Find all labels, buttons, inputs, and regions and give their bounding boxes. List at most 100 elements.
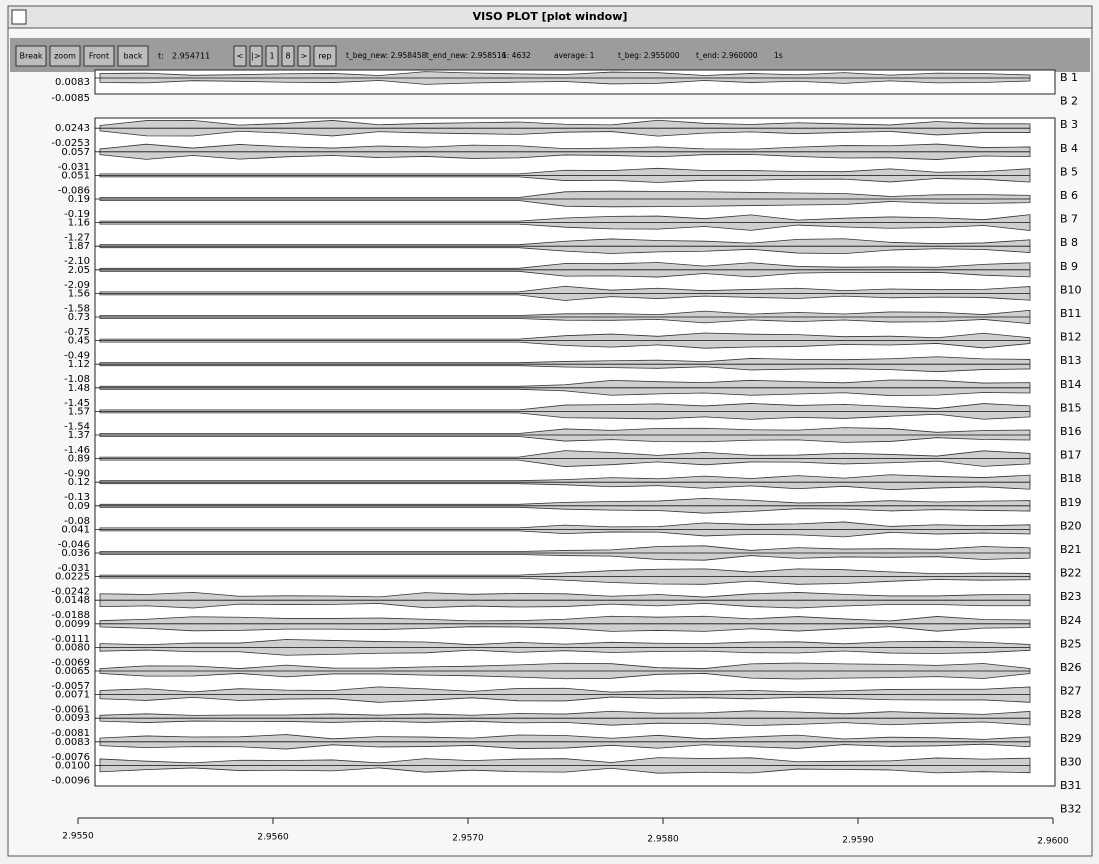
y-range-label: 0.057 — [61, 147, 90, 158]
y-range-label: 2.05 — [68, 265, 90, 276]
channel-label: B14 — [1060, 378, 1082, 391]
toolbar-button[interactable] — [233, 45, 247, 67]
toolbar-button[interactable] — [297, 45, 311, 67]
toolbar-button-label: 1 — [269, 52, 274, 61]
y-range-label: 0.45 — [68, 336, 90, 347]
toolbar-button-label: 8 — [285, 52, 290, 61]
y-range-label: 0.0099 — [55, 619, 90, 630]
x-tick-label: 2.9550 — [62, 832, 94, 842]
y-range-label: -0.0188 — [51, 610, 90, 621]
y-range-label: -0.0085 — [51, 93, 90, 104]
toolbar-button-label: < — [237, 52, 244, 61]
channel-label: B18 — [1060, 472, 1082, 485]
time-label: t: — [158, 52, 164, 61]
y-range-label: -1.45 — [64, 398, 90, 409]
readout: 1s — [774, 51, 783, 60]
y-range-label: -2.10 — [64, 256, 90, 267]
y-range-label: -0.0081 — [51, 728, 90, 739]
y-range-label: -2.09 — [64, 280, 90, 291]
y-range-label: 0.036 — [61, 548, 90, 559]
y-range-label: -0.086 — [58, 185, 90, 196]
y-range-label: -0.49 — [64, 351, 90, 362]
y-range-label: 1.16 — [68, 218, 90, 229]
channel-label: B 7 — [1060, 213, 1078, 226]
y-range-label: 0.73 — [68, 312, 90, 323]
y-range-label: -0.75 — [64, 327, 90, 338]
y-range-label: 1.48 — [68, 383, 90, 394]
y-range-label: 0.0065 — [55, 666, 90, 677]
y-range-label: 0.0243 — [55, 123, 90, 134]
window-menu-button[interactable] — [11, 9, 27, 25]
y-range-label: 0.89 — [68, 454, 90, 465]
y-range-label: 1.12 — [68, 359, 90, 370]
toolbar-button-label: Front — [89, 52, 109, 61]
toolbar-button-label: > — [301, 52, 308, 61]
y-range-label: 0.0148 — [55, 595, 90, 606]
y-range-label: 0.051 — [61, 170, 90, 181]
channel-label: B20 — [1060, 519, 1082, 532]
readout: t_beg_new: 2.958458 — [346, 51, 427, 60]
toolbar-button[interactable] — [265, 45, 279, 67]
title-bar — [7, 5, 1093, 29]
y-range-label: -0.031 — [58, 162, 90, 173]
toolbar-button-label: rep — [318, 52, 331, 61]
y-range-label: -0.0061 — [51, 705, 90, 716]
channel-label: B23 — [1060, 590, 1082, 603]
y-range-label: -1.46 — [64, 445, 90, 456]
y-range-label: 0.0083 — [55, 737, 90, 748]
y-range-label: 0.0225 — [55, 572, 90, 583]
toolbar-button[interactable] — [83, 45, 115, 67]
readout: average: 1 — [554, 51, 595, 60]
toolbar-button-label: back — [123, 52, 142, 61]
channel-label: B 3 — [1060, 118, 1078, 131]
x-tick-label: 2.9590 — [842, 836, 874, 846]
channel-label: B32 — [1060, 803, 1082, 816]
y-range-label: -0.90 — [64, 469, 90, 480]
y-range-label: -1.58 — [64, 303, 90, 314]
y-range-label: -0.0111 — [51, 634, 90, 645]
readout: t_end: 2.960000 — [696, 51, 758, 60]
toolbar-button[interactable] — [313, 45, 337, 67]
channel-label: B30 — [1060, 755, 1082, 768]
y-range-label: 0.0083 — [55, 77, 90, 88]
toolbar-button[interactable] — [15, 45, 47, 67]
y-range-label: -0.19 — [64, 209, 90, 220]
channel-label: B 6 — [1060, 189, 1078, 202]
y-range-label: -1.54 — [64, 421, 90, 432]
y-range-label: 0.12 — [68, 477, 90, 488]
y-range-label: 0.09 — [68, 501, 90, 512]
y-range-label: -0.08 — [64, 516, 90, 527]
y-range-label: -0.13 — [64, 492, 90, 503]
y-range-label: -0.0253 — [51, 138, 90, 149]
toolbar-button[interactable] — [117, 45, 149, 67]
toolbar-button[interactable] — [49, 45, 81, 67]
channel-label: B13 — [1060, 354, 1082, 367]
y-range-label: -0.0076 — [51, 752, 90, 763]
y-range-label: -0.031 — [58, 563, 90, 574]
x-tick-label: 2.9560 — [257, 833, 289, 843]
y-range-label: 1.37 — [68, 430, 90, 441]
toolbar-button-label: zoom — [54, 52, 76, 61]
x-tick-label: 2.9600 — [1037, 837, 1069, 847]
toolbar — [10, 38, 1090, 72]
channel-label: B27 — [1060, 685, 1082, 698]
y-range-label: 0.0093 — [55, 713, 90, 724]
y-range-label: -0.0069 — [51, 657, 90, 668]
y-range-label: 1.87 — [68, 241, 90, 252]
channel-label: B25 — [1060, 637, 1082, 650]
channel-label: B21 — [1060, 543, 1082, 556]
y-range-label: 1.56 — [68, 288, 90, 299]
channel-label: B24 — [1060, 614, 1082, 627]
channel-label: B16 — [1060, 425, 1082, 438]
toolbar-button[interactable] — [249, 45, 263, 67]
toolbar-button-label: Break — [19, 52, 42, 61]
window-title: VISO PLOT [plot window] — [473, 10, 628, 23]
channel-label: B 8 — [1060, 236, 1078, 249]
y-range-label: 0.041 — [61, 524, 90, 535]
channel-label: B19 — [1060, 496, 1082, 509]
channel-label: B15 — [1060, 401, 1082, 414]
channel-label: B 4 — [1060, 142, 1078, 155]
channel-label: B22 — [1060, 567, 1082, 580]
toolbar-button[interactable] — [281, 45, 295, 67]
